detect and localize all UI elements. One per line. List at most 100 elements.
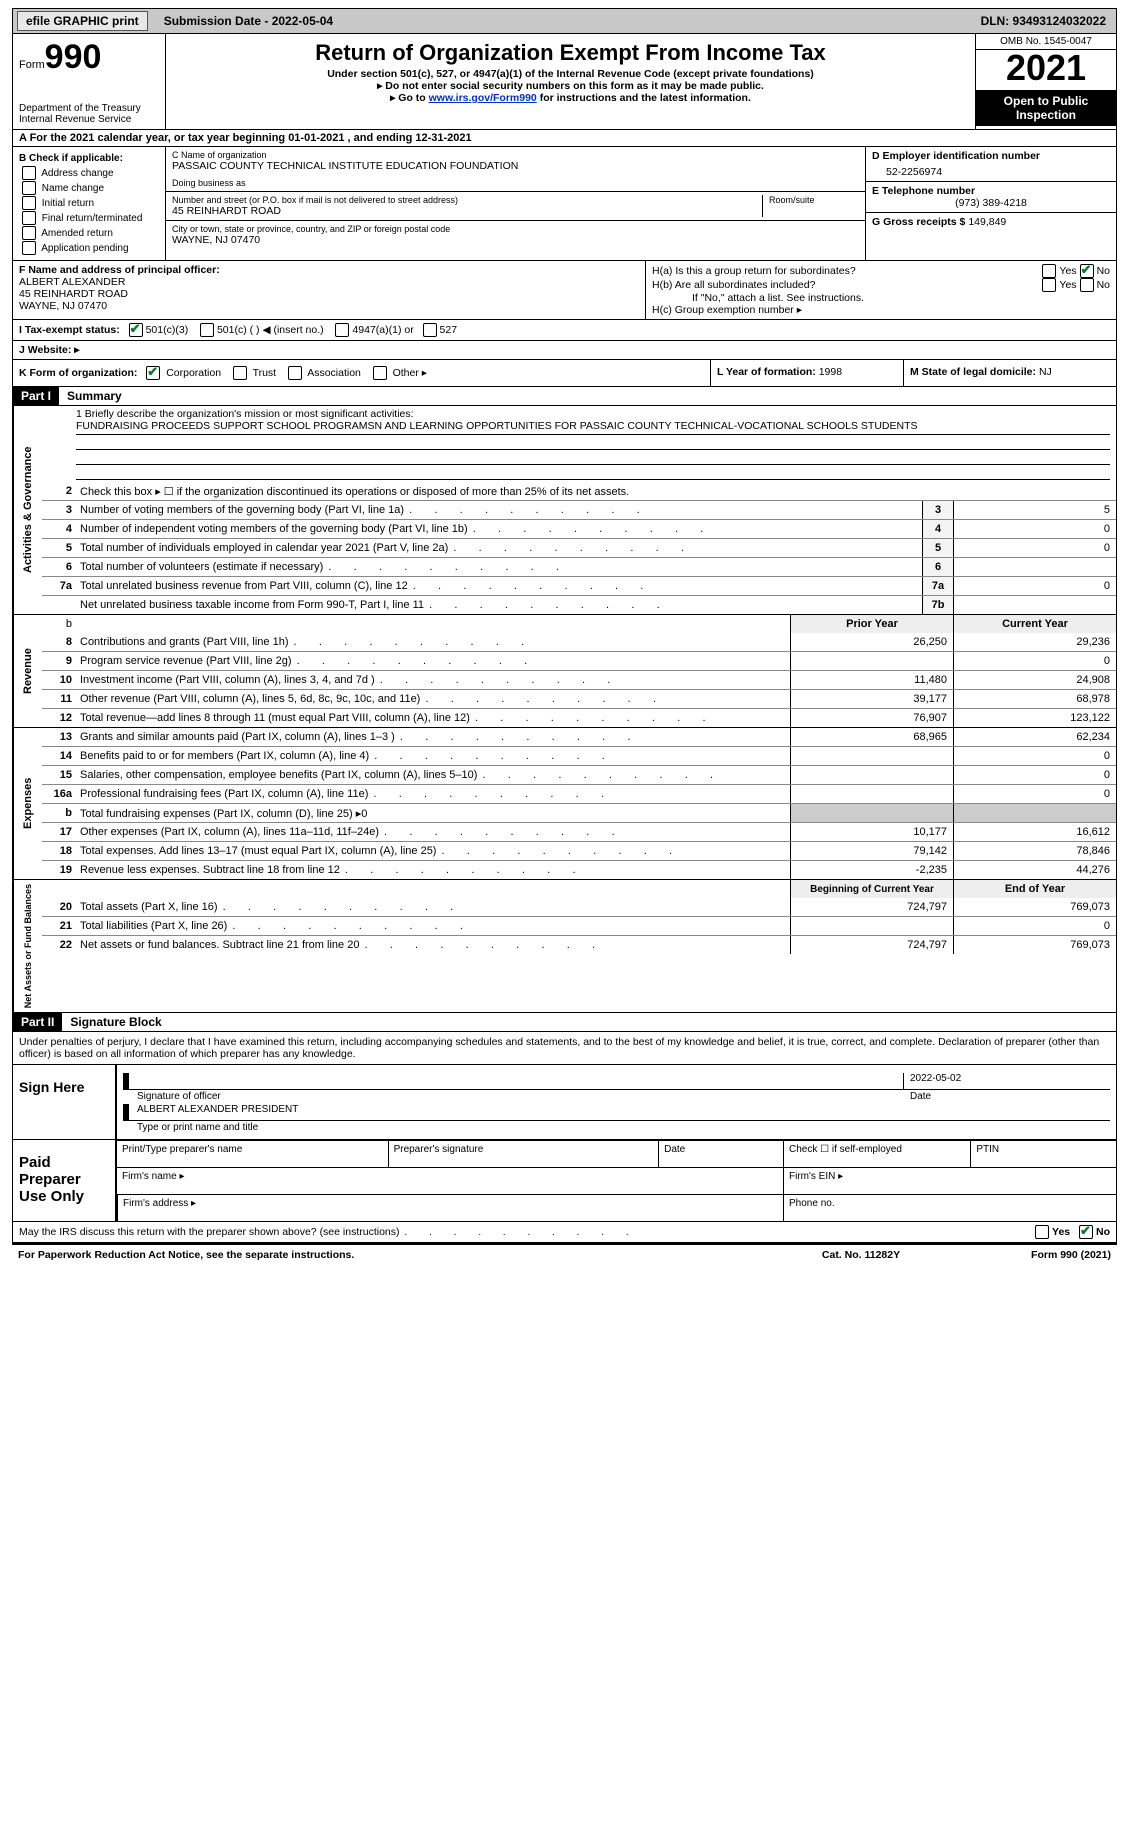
cb-trust[interactable] <box>233 366 247 380</box>
cb-discuss-yes[interactable] <box>1035 1225 1049 1239</box>
prep-name-hdr: Print/Type preparer's name <box>117 1140 388 1167</box>
footer-q: May the IRS discuss this return with the… <box>19 1226 1032 1238</box>
h-b: H(b) Are all subordinates included? <box>652 279 1039 291</box>
data-line: 16aProfessional fundraising fees (Part I… <box>42 784 1116 803</box>
data-line: 9Program service revenue (Part VIII, lin… <box>42 651 1116 670</box>
cb-name[interactable] <box>22 181 36 195</box>
firm-name: Firm's name ▸ <box>117 1167 783 1194</box>
room-label: Room/suite <box>769 195 859 205</box>
form-label: Form <box>19 59 45 71</box>
data-line: 18Total expenses. Add lines 13–17 (must … <box>42 841 1116 860</box>
signature-block: Under penalties of perjury, I declare th… <box>12 1032 1117 1222</box>
efile-button[interactable]: efile GRAPHIC print <box>17 11 148 31</box>
addr-label: Number and street (or P.O. box if mail i… <box>172 195 762 205</box>
col-b: B Check if applicable: Address change Na… <box>13 147 165 260</box>
section-net-assets: Net Assets or Fund Balances Beginning of… <box>12 880 1117 1013</box>
h-b-note: If "No," attach a list. See instructions… <box>652 292 1110 304</box>
data-line: 20Total assets (Part X, line 16)724,7977… <box>42 898 1116 916</box>
mission-label: 1 Briefly describe the organization's mi… <box>76 408 1110 420</box>
section-expenses: Expenses 13Grants and similar amounts pa… <box>12 728 1117 880</box>
col-c: C Name of organization PASSAIC COUNTY TE… <box>165 147 866 260</box>
cb-527[interactable] <box>423 323 437 337</box>
org-name: PASSAIC COUNTY TECHNICAL INSTITUTE EDUCA… <box>172 160 859 172</box>
cb-hb-no[interactable] <box>1080 278 1094 292</box>
cb-hb-yes[interactable] <box>1042 278 1056 292</box>
section-revenue: Revenue b Prior Year Current Year 8Contr… <box>12 615 1117 728</box>
cb-ha-no[interactable] <box>1080 264 1094 278</box>
cb-final[interactable] <box>22 211 36 225</box>
gross-label: G Gross receipts $ <box>872 216 965 228</box>
data-line: 22Net assets or fund balances. Subtract … <box>42 935 1116 954</box>
data-line: 12Total revenue—add lines 8 through 11 (… <box>42 708 1116 727</box>
state-domicile: NJ <box>1039 366 1052 378</box>
mission-text: FUNDRAISING PROCEEDS SUPPORT SCHOOL PROG… <box>76 420 1110 435</box>
top-toolbar: efile GRAPHIC print Submission Date - 20… <box>12 8 1117 34</box>
tel-label: E Telephone number <box>872 185 1110 197</box>
vlabel-net: Net Assets or Fund Balances <box>13 880 42 1012</box>
cb-initial[interactable] <box>22 196 36 210</box>
irs-link[interactable]: www.irs.gov/Form990 <box>429 92 537 104</box>
cb-4947[interactable] <box>335 323 349 337</box>
gov-line: 2Check this box ▸ ☐ if the organization … <box>42 482 1116 500</box>
officer-label: F Name and address of principal officer: <box>19 264 220 276</box>
subtitle-3a: ▸ Go to <box>390 92 429 104</box>
open-public: Open to Public Inspection <box>976 90 1116 126</box>
tax-year: 2021 <box>976 50 1116 90</box>
org-name-label: C Name of organization <box>172 150 859 160</box>
cb-assoc[interactable] <box>288 366 302 380</box>
part2-title: Signature Block <box>62 1013 169 1031</box>
data-line: 13Grants and similar amounts paid (Part … <box>42 728 1116 746</box>
officer-addr2: WAYNE, NJ 07470 <box>19 300 107 312</box>
firm-phone: Phone no. <box>783 1194 1116 1221</box>
firm-ein: Firm's EIN ▸ <box>783 1167 1116 1194</box>
ein-label: D Employer identification number <box>872 150 1110 162</box>
cb-corp[interactable] <box>146 366 160 380</box>
vlabel-expenses: Expenses <box>13 728 42 879</box>
ein: 52-2256974 <box>872 162 1110 178</box>
hdr-prior: Prior Year <box>790 615 953 633</box>
data-line: 14Benefits paid to or for members (Part … <box>42 746 1116 765</box>
section-bcd: B Check if applicable: Address change Na… <box>12 147 1117 260</box>
hdr-current: Current Year <box>953 615 1116 633</box>
vlabel-revenue: Revenue <box>13 615 42 727</box>
subtitle-1: Under section 501(c), 527, or 4947(a)(1)… <box>174 68 967 80</box>
part1-title: Summary <box>59 387 130 405</box>
data-line: 17Other expenses (Part IX, column (A), l… <box>42 822 1116 841</box>
cb-other[interactable] <box>373 366 387 380</box>
row-klm: K Form of organization: Corporation Trus… <box>12 360 1117 387</box>
subtitle-3b: for instructions and the latest informat… <box>537 92 751 104</box>
cb-discuss-no[interactable] <box>1079 1225 1093 1239</box>
col-b-label: B Check if applicable: <box>19 151 159 166</box>
sig-name: ALBERT ALEXANDER PRESIDENT <box>137 1104 1110 1120</box>
dln: DLN: 93493124032022 <box>981 14 1112 28</box>
data-line: 11Other revenue (Part VIII, column (A), … <box>42 689 1116 708</box>
prep-self-hdr: Check ☐ if self-employed <box>783 1140 970 1167</box>
gov-line: 6Total number of volunteers (estimate if… <box>42 557 1116 576</box>
footer-form: Form 990 (2021) <box>961 1249 1111 1261</box>
data-line: 21Total liabilities (Part X, line 26)0 <box>42 916 1116 935</box>
row-j-label: J Website: ▸ <box>19 344 80 356</box>
form-number: 990 <box>45 38 102 76</box>
cb-501c[interactable] <box>200 323 214 337</box>
cb-501c3[interactable] <box>129 323 143 337</box>
footer-cat: Cat. No. 11282Y <box>761 1249 961 1261</box>
officer-name: ALBERT ALEXANDER <box>19 276 125 288</box>
city-label: City or town, state or province, country… <box>172 224 859 234</box>
cb-ha-yes[interactable] <box>1042 264 1056 278</box>
row-fh: F Name and address of principal officer:… <box>12 260 1117 320</box>
vlabel-governance: Activities & Governance <box>13 406 42 614</box>
cb-pending[interactable] <box>22 241 36 255</box>
cb-amended[interactable] <box>22 226 36 240</box>
prep-sig-hdr: Preparer's signature <box>388 1140 659 1167</box>
row-k-label: K Form of organization: <box>19 367 137 379</box>
part2-header: Part II <box>13 1013 62 1031</box>
preparer-grid: Print/Type preparer's name Preparer's si… <box>117 1140 1116 1221</box>
part1-header: Part I <box>13 387 59 405</box>
cb-address[interactable] <box>22 166 36 180</box>
year-formation: 1998 <box>819 366 842 378</box>
sig-declaration: Under penalties of perjury, I declare th… <box>13 1032 1116 1064</box>
h-a: H(a) Is this a group return for subordin… <box>652 265 1039 277</box>
tel: (973) 389-4218 <box>872 197 1110 209</box>
paid-prep-label: Paid Preparer Use Only <box>13 1140 117 1221</box>
sig-officer-label: Signature of officer <box>123 1091 904 1102</box>
